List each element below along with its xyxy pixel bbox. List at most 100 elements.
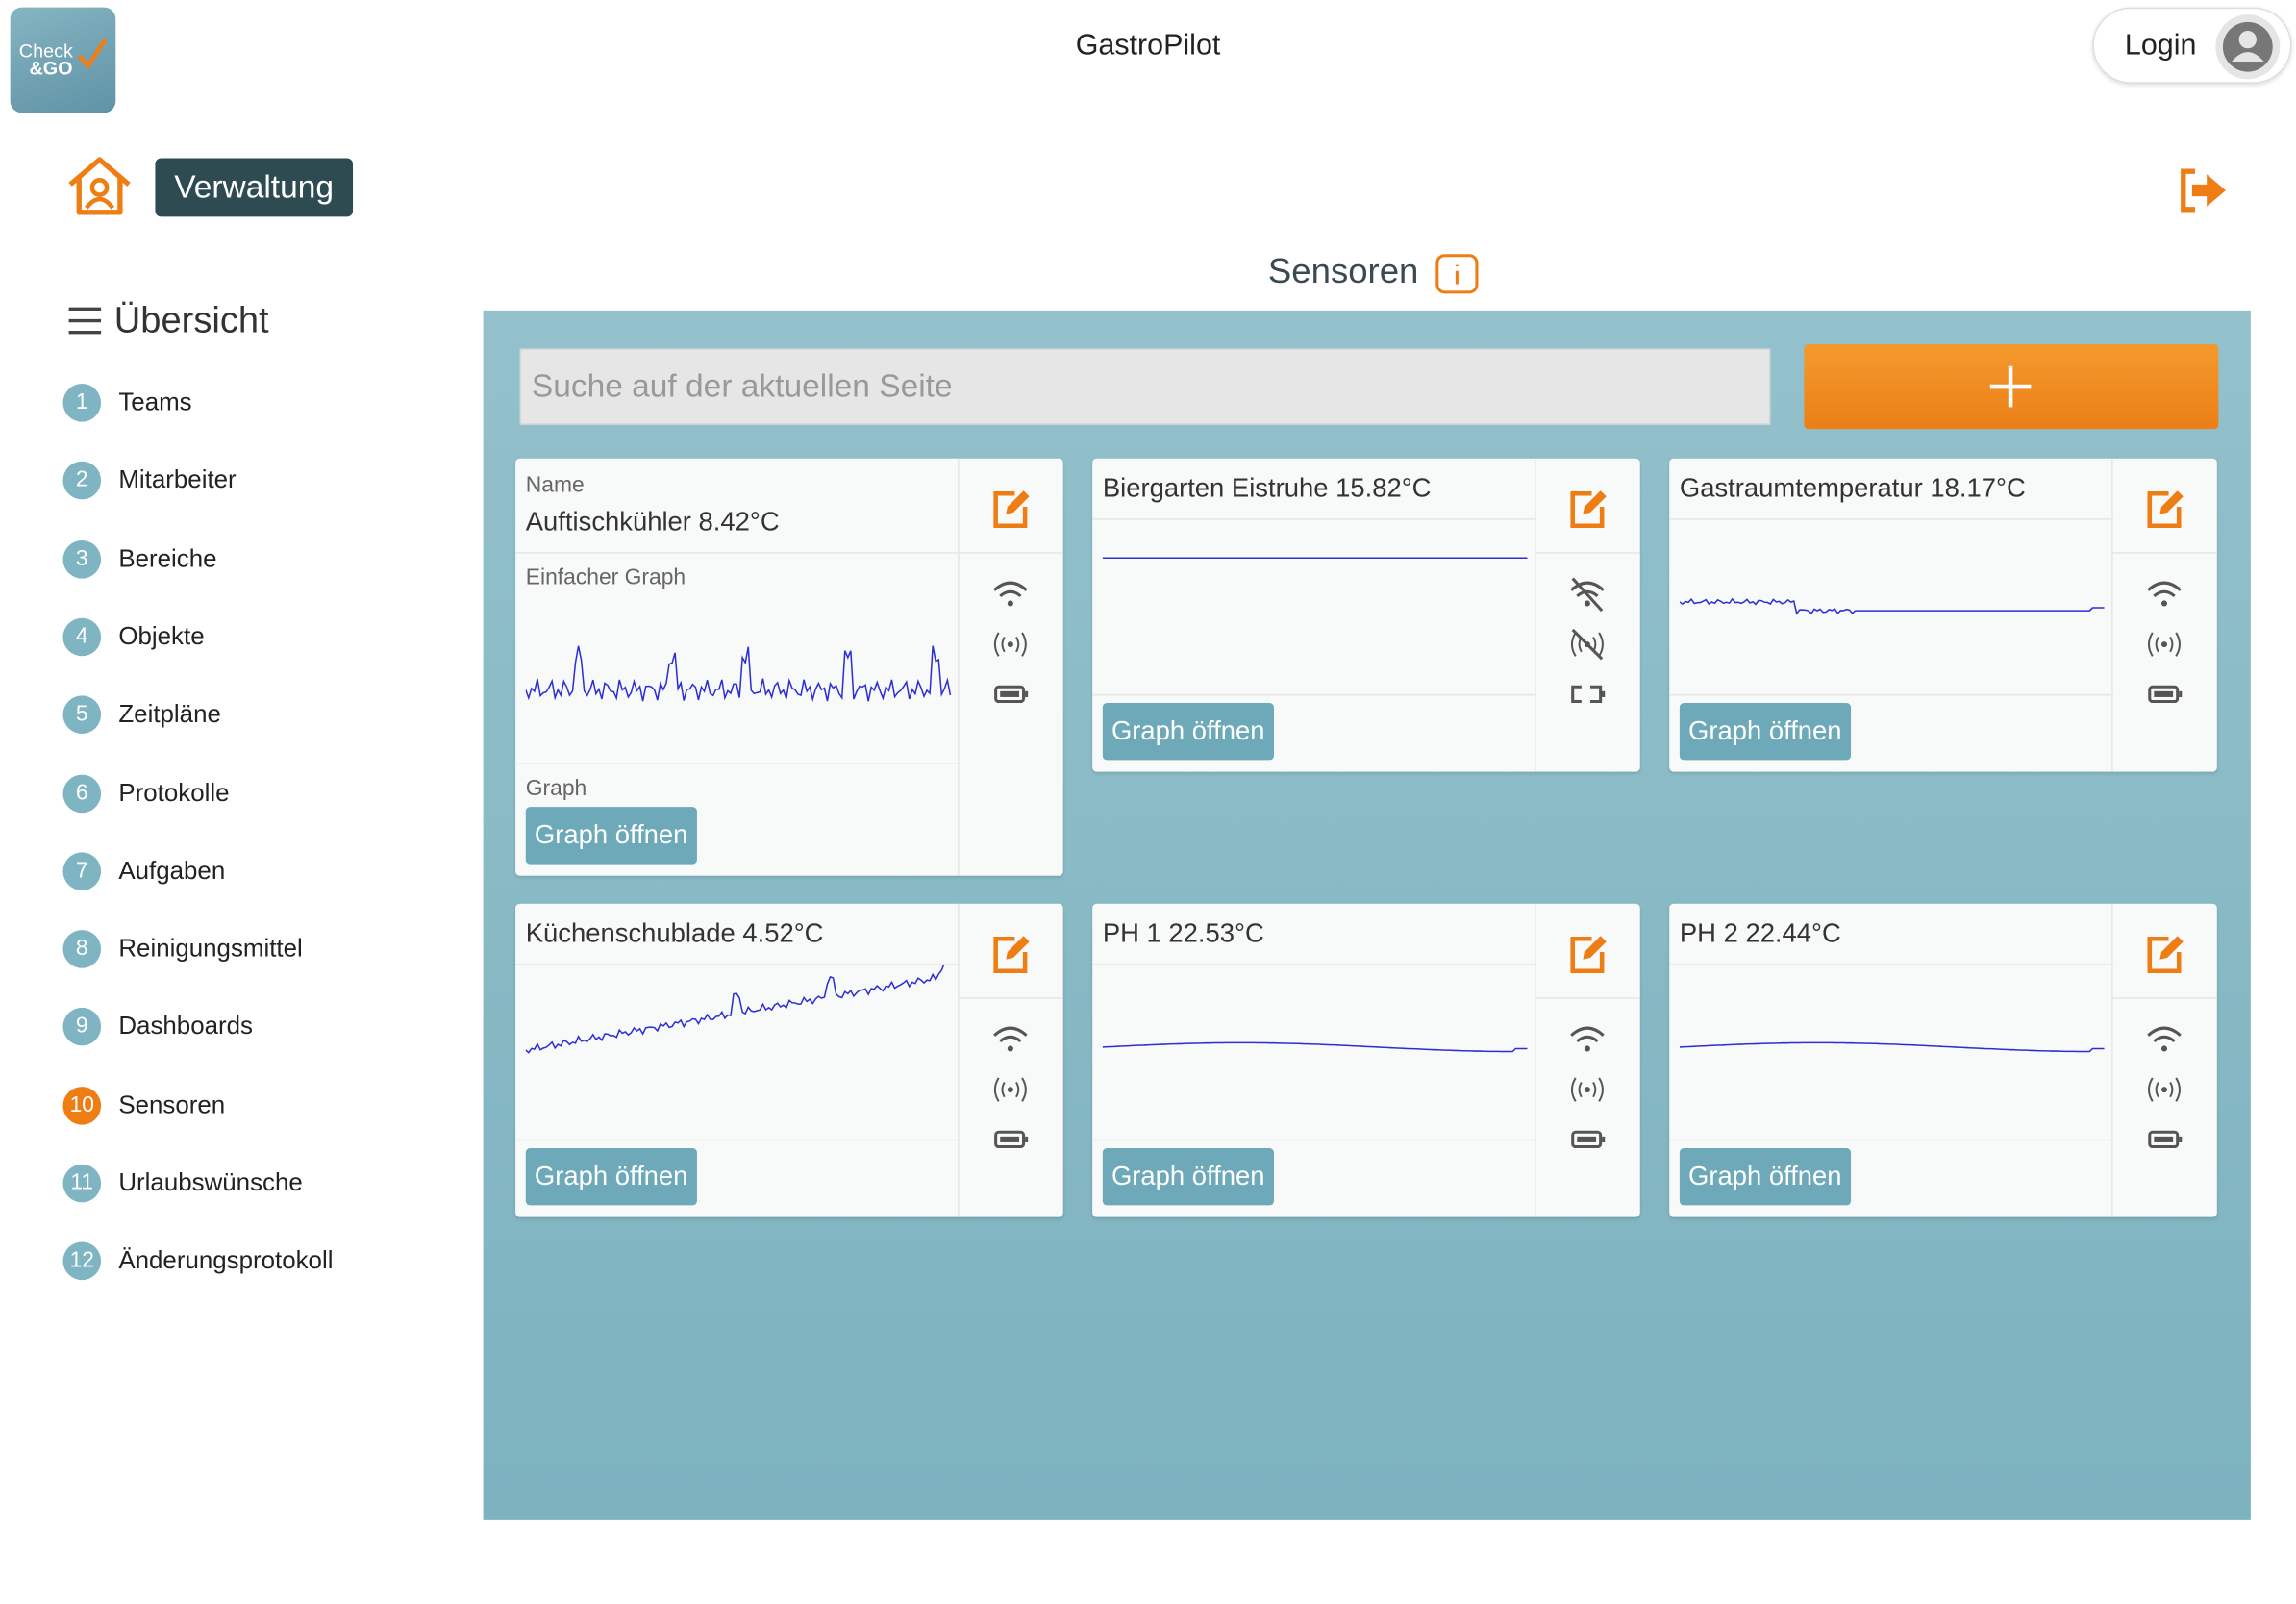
search-input[interactable]: Suche auf der aktuellen Seite [519, 348, 1771, 425]
divider [1669, 518, 2113, 520]
nav-title: Übersicht [113, 300, 269, 341]
section-label: Verwaltung [155, 158, 353, 217]
logo-text: Check [18, 39, 73, 62]
divider [515, 552, 960, 554]
wifi-icon [993, 581, 1028, 607]
nav-number: 1 [62, 384, 102, 422]
signal-icon [1570, 628, 1604, 661]
nav-number: 3 [62, 539, 102, 578]
signal-icon [993, 632, 1027, 657]
sensor-card: PH 2 22.44°C Graph öffnen [1669, 903, 2217, 1217]
sensor-name: Küchenschublade 4.52°C [525, 917, 824, 948]
nav-label: Aufgaben [118, 856, 226, 885]
sensor-card: Gastraumtemperatur 18.17°C Graph öffnen [1669, 458, 2217, 772]
logout-icon[interactable] [2178, 167, 2231, 214]
add-button[interactable] [1804, 343, 2219, 430]
card-actions [958, 458, 1063, 876]
logo-text: &GO [29, 57, 73, 80]
divider [959, 997, 1063, 999]
wifi-icon [993, 1026, 1028, 1052]
edit-icon[interactable] [1565, 932, 1610, 976]
login-button[interactable]: Login [2092, 7, 2292, 84]
nav-number: 4 [62, 617, 102, 657]
divider [1092, 1139, 1536, 1141]
app-title: GastroPilot [1075, 29, 1221, 62]
battery-icon [1571, 685, 1606, 704]
battery-icon [994, 1130, 1029, 1149]
sensor-graph [525, 965, 945, 1054]
divider [1669, 693, 2113, 696]
field-label: Name [525, 472, 585, 498]
nav-number: 2 [62, 462, 102, 500]
divider [1092, 518, 1536, 520]
sensor-graph [1102, 1041, 1528, 1053]
divider [1669, 964, 2113, 965]
graph-button[interactable]: Graph öffnen [1679, 1148, 1851, 1206]
nav-number: 8 [62, 930, 102, 968]
nav-number: 7 [62, 852, 102, 890]
wifi-icon [1570, 577, 1605, 613]
nav-label: Objekte [118, 622, 205, 651]
nav-number: 11 [62, 1164, 102, 1203]
card-actions [2111, 458, 2217, 772]
nav-label: Sensoren [118, 1090, 226, 1119]
graph-button[interactable]: Graph öffnen [525, 1148, 697, 1206]
logo[interactable]: Check &GO [10, 7, 116, 113]
battery-icon [1571, 1130, 1606, 1149]
divider [1535, 997, 1640, 999]
card-actions [1535, 903, 1640, 1217]
sensor-name: Biergarten Eistruhe 15.82°C [1102, 472, 1432, 503]
sensor-card: PH 1 22.53°C Graph öffnen [1092, 903, 1640, 1217]
divider [1669, 1139, 2113, 1141]
divider [515, 763, 960, 765]
signal-icon [1570, 1077, 1604, 1102]
nav-number: 6 [62, 773, 102, 813]
graph-button[interactable]: Graph öffnen [1102, 1148, 1274, 1206]
nav-label: Bereiche [118, 543, 217, 572]
wifi-icon [1570, 1026, 1605, 1052]
divider [515, 1139, 960, 1141]
divider [2112, 552, 2217, 554]
plus-icon [1989, 365, 2032, 408]
edit-icon[interactable] [1565, 487, 1610, 531]
sensor-card: Biergarten Eistruhe 15.82°C Graph öffnen [1092, 458, 1640, 772]
edit-icon[interactable] [2142, 487, 2186, 531]
divider [2112, 997, 2217, 999]
sensor-name: PH 1 22.53°C [1102, 917, 1264, 948]
sensor-graph [1679, 1041, 2105, 1053]
nav-label: Zeitpläne [118, 700, 221, 729]
signal-icon [2148, 632, 2181, 657]
home-icon[interactable] [66, 155, 134, 216]
divider [1092, 693, 1536, 696]
battery-icon [994, 685, 1029, 704]
sensor-name: PH 2 22.44°C [1679, 917, 1841, 948]
edit-icon[interactable] [988, 932, 1033, 976]
sensor-graph [1679, 597, 2105, 615]
signal-icon [993, 1077, 1027, 1102]
nav-number: 5 [62, 695, 102, 735]
nav-label: Protokolle [118, 778, 230, 807]
nav-label: Teams [118, 388, 192, 416]
divider [515, 964, 960, 965]
graph-button[interactable]: Graph öffnen [1102, 703, 1274, 761]
edit-icon[interactable] [2142, 932, 2186, 976]
sensor-name: Auftischkühler 8.42°C [525, 506, 780, 537]
login-label: Login [2124, 29, 2197, 62]
field-label: Einfacher Graph [525, 564, 686, 590]
nav-label: Dashboards [118, 1012, 253, 1040]
logo-check [77, 38, 108, 70]
graph-button[interactable]: Graph öffnen [525, 807, 697, 865]
nav-label: Änderungsprotokoll [118, 1246, 334, 1275]
graph-button[interactable]: Graph öffnen [1679, 703, 1851, 761]
sensor-graph [1102, 557, 1528, 560]
wifi-icon [2147, 581, 2182, 607]
edit-icon[interactable] [988, 487, 1033, 531]
sensor-name: Gastraumtemperatur 18.17°C [1679, 472, 2026, 503]
nav-number: 9 [62, 1008, 102, 1047]
battery-icon [2148, 1130, 2183, 1149]
card-actions [1535, 458, 1640, 772]
menu-icon[interactable] [67, 305, 103, 338]
info-icon[interactable] [1435, 253, 1480, 294]
